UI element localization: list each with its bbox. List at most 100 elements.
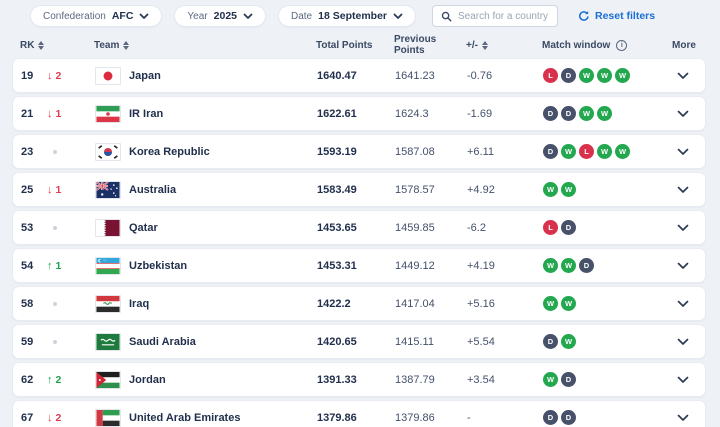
expand-chevron-icon[interactable] xyxy=(677,72,689,80)
total-points: 1379.86 xyxy=(317,411,357,424)
points-diff: +3.54 xyxy=(467,373,495,386)
rank-down-arrow: ↓ xyxy=(47,183,53,196)
points-diff: +6.11 xyxy=(467,145,495,158)
result-badge-w: W xyxy=(615,68,630,83)
previous-points: 1641.23 xyxy=(395,69,435,82)
header-diff: +/- xyxy=(466,40,542,51)
previous-points: 1415.11 xyxy=(395,335,434,348)
search-input[interactable] xyxy=(458,10,549,22)
previous-points: 1379.86 xyxy=(395,411,435,424)
header-more: More xyxy=(672,39,696,51)
result-badge-w: W xyxy=(561,182,576,197)
team-name: Australia xyxy=(129,183,177,196)
confederation-label: Confederation xyxy=(43,10,106,22)
result-badge-d: D xyxy=(561,220,576,235)
team-name: Saudi Arabia xyxy=(129,335,196,348)
rank-change xyxy=(47,225,95,230)
no-change-dot xyxy=(53,301,57,306)
search-icon xyxy=(441,11,452,22)
result-badge-d: D xyxy=(561,410,576,425)
table-row[interactable]: 67 ↓ 2 United Arab Emirates 1379.86 1379.… xyxy=(12,400,706,427)
total-points: 1453.65 xyxy=(317,221,357,234)
country-search[interactable] xyxy=(432,5,558,27)
previous-points: 1449.12 xyxy=(395,259,435,272)
expand-chevron-icon[interactable] xyxy=(677,262,689,270)
table-row[interactable]: 23 Korea Republic 1593.19 1587.08 +6.11 … xyxy=(12,134,706,169)
year-label: Year xyxy=(187,10,208,22)
flag-japan xyxy=(95,66,129,85)
no-change-dot xyxy=(53,149,57,154)
previous-points: 1417.04 xyxy=(395,297,435,310)
result-badge-d: D xyxy=(543,410,558,425)
rank-number: 58 xyxy=(21,297,34,310)
header-team: Team xyxy=(94,40,316,51)
result-badge-d: D xyxy=(543,106,558,121)
rank-up-arrow: ↑ xyxy=(47,259,53,272)
result-badge-w: W xyxy=(597,144,612,159)
chevron-down-icon xyxy=(393,13,403,20)
expand-chevron-icon[interactable] xyxy=(677,148,689,156)
previous-points: 1387.79 xyxy=(395,373,435,386)
confederation-value: AFC xyxy=(111,10,134,22)
expand-chevron-icon[interactable] xyxy=(677,376,689,384)
date-dropdown[interactable]: Date 18 September xyxy=(278,5,416,27)
expand-chevron-icon[interactable] xyxy=(677,224,689,232)
confederation-dropdown[interactable]: Confederation AFC xyxy=(30,5,163,27)
rank-down-arrow: ↓ xyxy=(47,107,53,120)
flag-qatar xyxy=(95,218,129,237)
result-badge-d: D xyxy=(561,68,576,83)
sort-icon[interactable] xyxy=(481,40,488,50)
rank-number: 21 xyxy=(21,107,34,120)
sort-icon[interactable] xyxy=(123,40,130,50)
expand-chevron-icon[interactable] xyxy=(677,300,689,308)
reset-filters-button[interactable]: Reset filters xyxy=(578,10,655,22)
info-icon[interactable]: i xyxy=(616,39,628,51)
sort-icon[interactable] xyxy=(38,40,45,50)
table-header: RK Team Total Points Previous Points +/-… xyxy=(12,32,706,58)
rank-number: 62 xyxy=(21,373,34,386)
table-row[interactable]: 54 ↑ 1 Uzbekistan 1453.31 1449.12 +4.19 W… xyxy=(12,248,706,283)
points-diff: +5.16 xyxy=(467,297,495,310)
flag-iran xyxy=(95,104,129,123)
previous-points: 1624.3 xyxy=(395,107,429,120)
header-rank: RK xyxy=(20,40,46,51)
result-badge-l: L xyxy=(543,220,558,235)
rank-change-value: 1 xyxy=(55,107,62,120)
rank-change xyxy=(47,339,95,344)
rank-number: 53 xyxy=(21,221,34,234)
points-diff: +5.54 xyxy=(467,335,495,348)
rank-change: ↓ 1 xyxy=(47,184,95,196)
team-name: Japan xyxy=(129,69,161,82)
expand-chevron-icon[interactable] xyxy=(677,414,689,422)
expand-chevron-icon[interactable] xyxy=(677,338,689,346)
rank-number: 67 xyxy=(21,411,34,424)
rank-up-arrow: ↑ xyxy=(47,373,53,386)
total-points: 1391.33 xyxy=(317,373,357,386)
rankings-table: RK Team Total Points Previous Points +/-… xyxy=(12,32,706,427)
flag-saudi xyxy=(95,332,129,351)
result-badge-w: W xyxy=(543,182,558,197)
points-diff: +4.92 xyxy=(467,183,495,196)
chevron-down-icon xyxy=(243,13,253,20)
year-dropdown[interactable]: Year 2025 xyxy=(174,5,266,27)
refresh-icon xyxy=(578,10,590,22)
previous-points: 1578.57 xyxy=(395,183,435,196)
rank-change: ↓ 2 xyxy=(47,412,95,424)
header-total-points: Total Points xyxy=(316,39,373,51)
expand-chevron-icon[interactable] xyxy=(677,186,689,194)
expand-chevron-icon[interactable] xyxy=(677,110,689,118)
